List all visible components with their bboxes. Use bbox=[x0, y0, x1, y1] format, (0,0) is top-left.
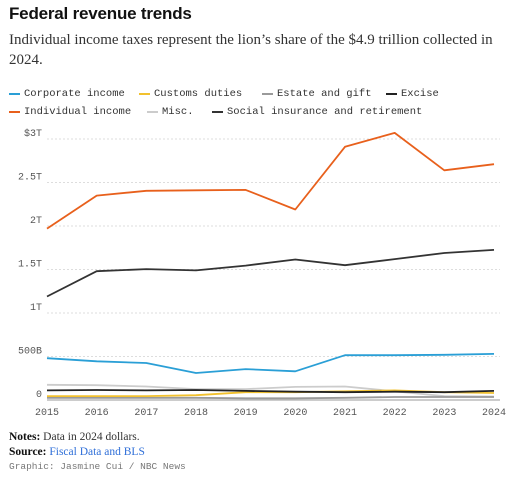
x-tick-label: 2015 bbox=[35, 408, 59, 419]
legend-swatch bbox=[9, 111, 20, 113]
legend-item-social-insurance: Social insurance and retirement bbox=[212, 106, 422, 118]
legend-swatch bbox=[386, 93, 397, 95]
legend-item-misc: Misc. bbox=[147, 106, 194, 118]
legend-swatch bbox=[9, 93, 20, 95]
x-tick-label: 2018 bbox=[184, 408, 208, 419]
legend-row-2: Individual income Misc. Social insurance… bbox=[9, 106, 509, 124]
legend-label: Corporate income bbox=[24, 88, 125, 100]
x-tick-label: 2019 bbox=[234, 408, 258, 419]
legend-label: Estate and gift bbox=[277, 88, 372, 100]
source-label: Source: bbox=[9, 446, 47, 458]
source-line: Source: Fiscal Data and BLS bbox=[9, 445, 145, 460]
line-chart: 0 500B 1T 1.5T 2T 2.5T $3T 2015 2016 2017 2018 2019… bbox=[18, 128, 506, 419]
legend-label: Social insurance and retirement bbox=[227, 106, 423, 118]
legend-item-individual-income: Individual income bbox=[9, 106, 131, 118]
series-line-estate-and-gift bbox=[47, 396, 494, 400]
source-link[interactable]: Fiscal Data and BLS bbox=[49, 446, 145, 458]
legend-swatch bbox=[262, 93, 273, 95]
credit: Graphic: Jasmine Cui / NBC News bbox=[9, 461, 186, 472]
legend-swatch bbox=[212, 111, 223, 113]
x-tick-label: 2021 bbox=[333, 408, 357, 419]
y-tick-label: 2T bbox=[30, 216, 42, 227]
legend-item-excise: Excise bbox=[386, 88, 439, 100]
chart-subtitle: Individual income taxes represent the li… bbox=[9, 32, 493, 68]
x-tick-label: 2024 bbox=[482, 408, 506, 419]
x-tick-label: 2017 bbox=[134, 408, 158, 419]
notes-block: Notes: Data in 2024 dollars. Source: Fis… bbox=[9, 430, 145, 460]
legend-swatch bbox=[147, 111, 158, 113]
series-line-misc bbox=[46, 383, 495, 398]
legend-label: Misc. bbox=[162, 106, 194, 118]
series-line-corporate-income bbox=[46, 353, 495, 374]
y-tick-label: 500B bbox=[18, 347, 42, 358]
x-tick-label: 2023 bbox=[432, 408, 456, 419]
y-tick-label: $3T bbox=[24, 128, 42, 140]
y-tick-label: 0 bbox=[36, 390, 42, 401]
chart-title: Federal revenue trends bbox=[9, 4, 192, 23]
x-tick-label: 2022 bbox=[383, 408, 407, 419]
y-tick-label: 1T bbox=[30, 303, 42, 314]
notes-line: Notes: Data in 2024 dollars. bbox=[9, 430, 145, 445]
notes-label: Notes: bbox=[9, 431, 41, 443]
legend: Corporate income Customs duties Estate a… bbox=[9, 88, 509, 124]
x-tick-label: 2016 bbox=[85, 408, 109, 419]
legend-label: Individual income bbox=[24, 106, 132, 118]
y-tick-label: 2.5T bbox=[18, 173, 42, 184]
y-tick-label: 1.5T bbox=[18, 260, 42, 271]
legend-item-estate-and-gift: Estate and gift bbox=[262, 88, 372, 100]
legend-item-customs-duties: Customs duties bbox=[139, 88, 242, 100]
legend-row-1: Corporate income Customs duties Estate a… bbox=[9, 88, 509, 106]
x-tick-label: 2020 bbox=[283, 408, 307, 419]
series-line-social-insurance-and-retirement bbox=[46, 249, 495, 298]
legend-label: Customs duties bbox=[154, 88, 243, 100]
legend-item-corporate-income: Corporate income bbox=[9, 88, 125, 100]
series-line-individual-income bbox=[46, 132, 495, 230]
series-line-excise bbox=[46, 389, 495, 394]
legend-swatch bbox=[139, 93, 150, 95]
notes-text: Data in 2024 dollars. bbox=[43, 431, 140, 443]
legend-label: Excise bbox=[401, 88, 439, 100]
